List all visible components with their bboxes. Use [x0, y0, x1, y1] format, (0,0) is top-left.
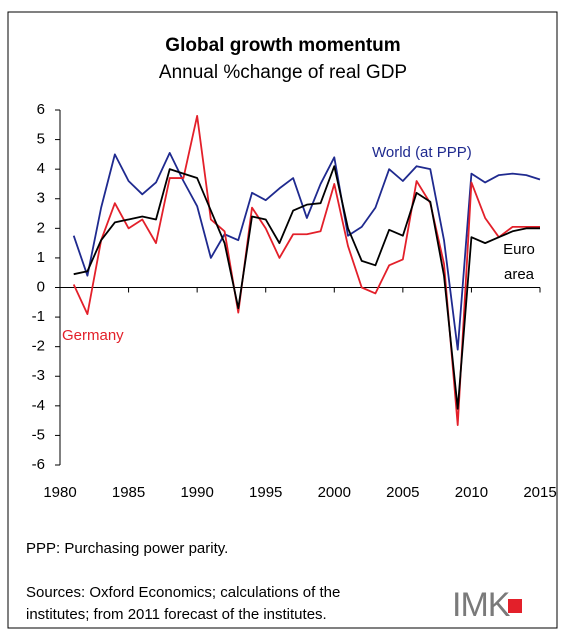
y-tick-label: -1: [32, 308, 45, 325]
y-tick-label: -3: [32, 367, 45, 384]
y-tick-label: -2: [32, 338, 45, 355]
chart-title: Global growth momentum: [165, 35, 400, 56]
series-line: [72, 151, 541, 351]
chart-subtitle: Annual %change of real GDP: [159, 62, 407, 83]
series-line: [73, 165, 540, 410]
y-tick-label: 5: [37, 131, 45, 148]
y-tick-label: -4: [32, 397, 45, 414]
y-tick-label: -5: [32, 426, 45, 443]
y-tick-label: 2: [37, 219, 45, 236]
source: Sources: Oxford Economics; calculations …: [26, 584, 341, 623]
x-tick-label: 2000: [318, 484, 351, 501]
y-tick-label: 3: [37, 190, 45, 207]
x-tick-label: 1990: [180, 484, 213, 501]
x-tick-label: 2010: [455, 484, 488, 501]
y-tick-label: -6: [32, 456, 45, 473]
x-tick-label: 1985: [112, 484, 145, 501]
y-tick-label: 0: [37, 278, 45, 295]
series-label: Germany: [62, 327, 124, 344]
x-tick-label: 2015: [523, 484, 556, 501]
x-tick-label: 2005: [386, 484, 419, 501]
logo: IMK: [452, 586, 510, 624]
y-tick-label: 6: [37, 101, 45, 118]
y-tick-label: 4: [37, 160, 45, 177]
note: PPP: Purchasing power parity.: [26, 540, 229, 557]
series-label: Euro area: [503, 241, 535, 283]
y-tick-label: 1: [37, 249, 45, 266]
series-label: World (at PPP): [372, 144, 472, 161]
x-tick-label: 1980: [43, 484, 76, 501]
frame: [7, 11, 558, 629]
logo-square: [508, 599, 522, 613]
x-tick-label: 1995: [249, 484, 282, 501]
